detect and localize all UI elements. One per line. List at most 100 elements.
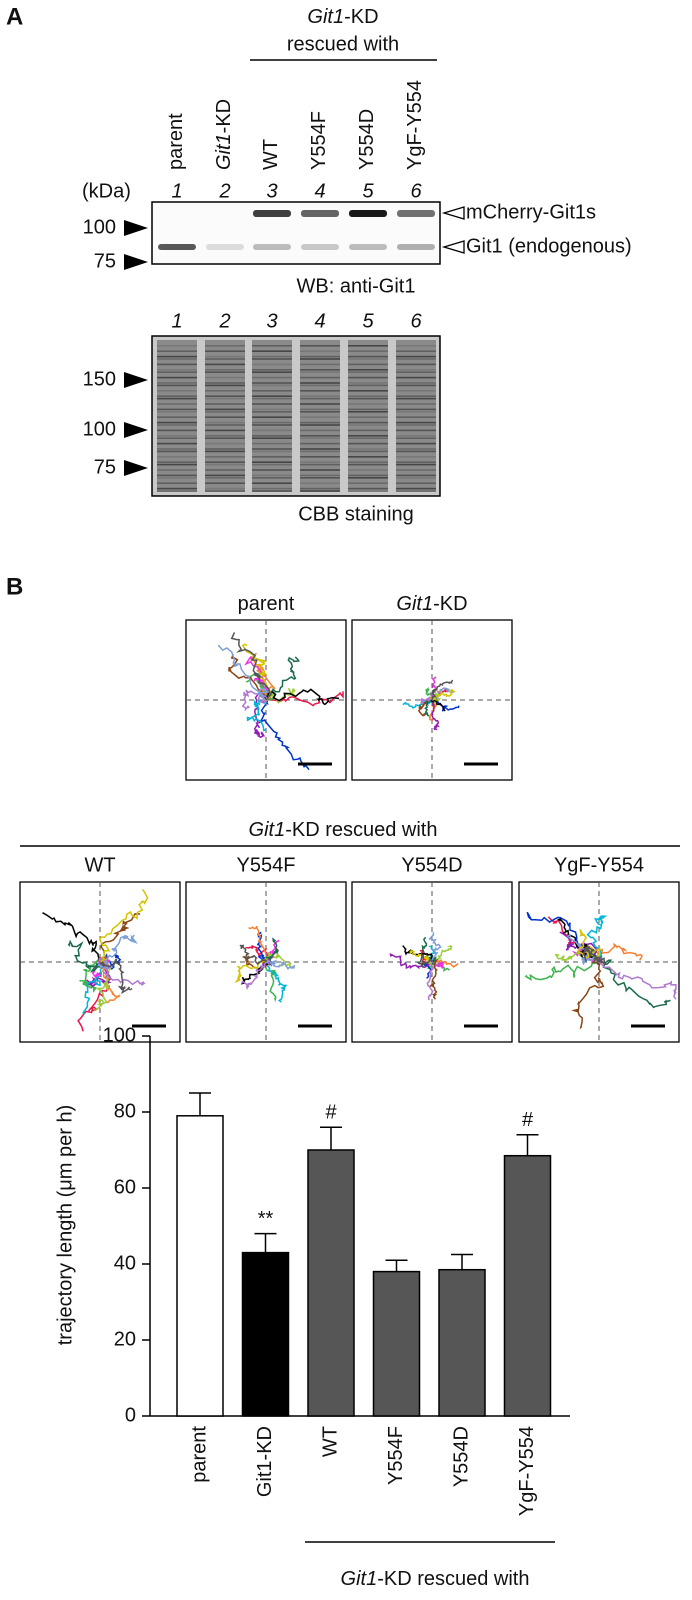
band [158, 244, 196, 250]
trajectory [265, 959, 296, 970]
gel-band [205, 429, 245, 432]
gel-band [396, 384, 436, 387]
trajectory [429, 958, 439, 1000]
x-tick-label: Y554F [385, 1426, 407, 1485]
lane-number: 2 [218, 180, 230, 202]
gel-band [300, 435, 340, 437]
significance-mark: # [325, 1101, 337, 1123]
gel-band [348, 469, 388, 471]
gel-band [157, 437, 197, 439]
gel-band [348, 345, 388, 347]
gel-band [396, 369, 436, 371]
gene-name: Git1 [249, 819, 286, 841]
text-part: -KD [213, 99, 235, 133]
trajectory [586, 915, 608, 963]
trajectory [98, 888, 149, 963]
trajectory [241, 689, 269, 712]
gel-band [157, 442, 197, 445]
gel-band [252, 487, 292, 490]
gel-band [205, 437, 245, 439]
gel-band [300, 382, 340, 384]
trajectory-plot [19, 881, 181, 1043]
lane-name: Y554F [308, 111, 330, 170]
gel-band [205, 403, 245, 405]
gel-band [252, 424, 292, 426]
text-part: WT [260, 139, 282, 170]
gel-band [348, 424, 388, 426]
rescue-header: Git1-KD rescued with [249, 819, 438, 841]
gel-band [205, 390, 245, 392]
gel-lane [252, 340, 292, 492]
trajectory [428, 932, 442, 964]
lane-number: 4 [314, 180, 325, 202]
y-tick-label: 100 [103, 1024, 136, 1046]
gel-band [252, 429, 292, 432]
trajectory [416, 953, 433, 969]
marker-arrow [124, 460, 148, 476]
trajectory [239, 944, 267, 965]
gel-band [157, 490, 197, 492]
bar [307, 1149, 355, 1417]
gel-band [157, 463, 197, 466]
gel-band [300, 477, 340, 479]
gel-band [396, 437, 436, 439]
text-part: -KD [433, 593, 467, 615]
plot-title: Git1-KD [396, 593, 467, 615]
gel-band [157, 411, 197, 413]
gel-band [300, 411, 340, 413]
gel-band [300, 376, 340, 379]
y-tick-label: 60 [114, 1176, 136, 1198]
gel-band [157, 469, 197, 471]
panel-label: B [6, 573, 23, 600]
band [253, 244, 291, 250]
x-tick-label: parent [188, 1426, 210, 1483]
group-label: Git1-KD rescued with [341, 1568, 530, 1590]
gel-band [396, 461, 436, 463]
gel-band [252, 403, 292, 405]
trajectory [428, 699, 438, 722]
trajectory [431, 698, 460, 712]
gel-band [157, 448, 197, 450]
gel-band [157, 403, 197, 405]
gel-band [300, 408, 340, 411]
gel-band [252, 382, 292, 384]
gel-band [300, 487, 340, 490]
gel-band [252, 461, 292, 463]
significance-mark: # [522, 1109, 534, 1131]
gel-band [252, 435, 292, 437]
gel-band [205, 474, 245, 477]
gel-band [157, 384, 197, 387]
gel-band [205, 397, 245, 400]
band [349, 210, 387, 217]
gel-band [157, 477, 197, 479]
header-suffix: -KD [344, 6, 378, 28]
gel-band [205, 448, 245, 450]
gel-band [252, 376, 292, 379]
lane-number: 3 [266, 310, 277, 332]
gel-band [157, 408, 197, 411]
lane-number: 6 [410, 310, 422, 332]
gel-band [348, 395, 388, 397]
gel-band [252, 442, 292, 445]
gel-band [157, 421, 197, 424]
gel-lane [157, 340, 197, 492]
gel-band [205, 490, 245, 492]
gel-band [396, 376, 436, 379]
band [301, 244, 339, 250]
gel-lane [205, 340, 245, 492]
marker-arrow [124, 422, 148, 438]
gel-band [252, 355, 292, 358]
gel-band [396, 474, 436, 477]
y-axis-label: trajectory length (μm per h) [54, 1105, 76, 1346]
trajectory [582, 945, 606, 966]
gel-band [157, 450, 197, 453]
y-tick-label: 0 [125, 1404, 136, 1426]
gel-band [157, 350, 197, 352]
gel-band [396, 350, 436, 352]
gel-band [348, 371, 388, 373]
gel-band [300, 490, 340, 492]
marker-arrow [124, 372, 148, 388]
gel-band [252, 408, 292, 411]
gel-band [205, 416, 245, 418]
